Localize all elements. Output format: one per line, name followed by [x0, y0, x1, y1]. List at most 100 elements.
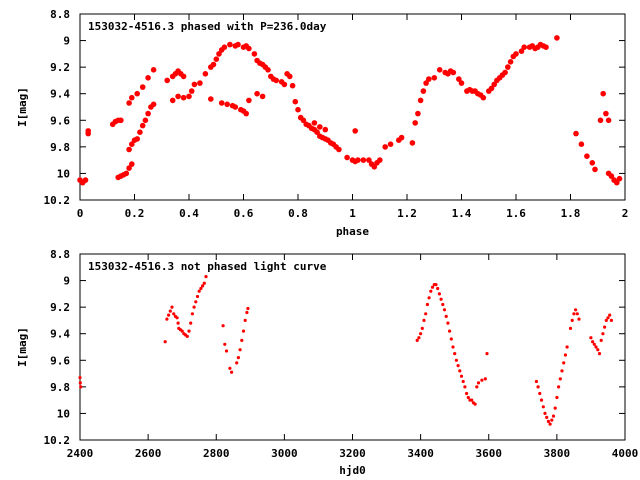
data-point: [185, 334, 189, 338]
data-point: [437, 292, 441, 296]
data-point: [560, 369, 564, 373]
data-point: [202, 281, 206, 285]
y-tick-label: 10.2: [44, 194, 71, 207]
data-point: [453, 352, 457, 356]
data-point: [371, 164, 378, 170]
data-point: [311, 120, 318, 126]
data-point: [415, 110, 421, 117]
data-point: [463, 385, 467, 389]
data-point: [565, 345, 569, 349]
x-tick-label: 4000: [612, 447, 639, 460]
data-point: [230, 370, 234, 374]
data-point: [186, 93, 192, 100]
data-point: [189, 321, 193, 325]
data-point: [145, 75, 151, 81]
data-point: [245, 310, 249, 315]
y-tick-label: 9.4: [50, 328, 70, 341]
data-point: [236, 356, 240, 360]
data-point: [521, 44, 527, 50]
data-point: [425, 302, 429, 307]
data-point: [213, 56, 220, 62]
x-tick-label: 2400: [67, 447, 94, 460]
data-point: [289, 82, 296, 89]
data-point: [539, 398, 544, 402]
data-point: [164, 77, 170, 84]
data-point: [488, 85, 495, 92]
data-point: [589, 160, 596, 166]
data-point: [459, 374, 464, 378]
data-point: [202, 71, 209, 77]
data-point: [550, 418, 554, 422]
data-point: [78, 381, 82, 385]
y-tick-label: 9: [63, 275, 70, 288]
data-point: [246, 45, 252, 52]
y-tick-label: 10: [57, 407, 70, 420]
data-point: [232, 104, 239, 110]
data-point: [442, 308, 447, 312]
data-point: [223, 342, 227, 346]
data-point: [180, 329, 184, 333]
x-tick-label: 3200: [339, 447, 366, 460]
data-point: [597, 352, 602, 356]
data-point: [139, 84, 146, 90]
data-point: [175, 93, 181, 100]
data-point: [191, 81, 198, 88]
data-point: [134, 90, 140, 97]
x-tick-label: 1.6: [506, 207, 526, 220]
data-point: [608, 173, 615, 179]
data-point: [603, 110, 609, 117]
data-point: [336, 146, 342, 153]
data-point: [480, 94, 487, 101]
data-point: [507, 59, 514, 65]
data-point: [235, 361, 239, 365]
data-point: [422, 318, 426, 322]
data-point: [441, 302, 445, 307]
data-point: [546, 419, 551, 423]
x-axis-title: hjd0: [339, 464, 366, 477]
data-point: [216, 51, 222, 57]
x-tick-label: 2600: [135, 447, 162, 460]
data-point: [412, 120, 419, 126]
data-point: [589, 336, 593, 340]
data-point: [398, 134, 405, 141]
data-point: [483, 377, 487, 381]
data-point: [218, 100, 225, 106]
data-point: [180, 73, 187, 80]
data-point: [609, 318, 614, 322]
data-point: [574, 308, 578, 312]
data-point: [240, 338, 244, 342]
data-point: [221, 44, 228, 50]
data-point: [568, 326, 573, 330]
data-point: [480, 378, 484, 382]
data-point: [502, 69, 508, 76]
data-point: [616, 175, 623, 182]
data-point: [246, 97, 252, 104]
data-point: [604, 318, 608, 322]
data-point: [473, 402, 477, 406]
data-point: [352, 128, 359, 134]
data-point: [596, 348, 600, 352]
x-tick-label: 0.8: [288, 207, 308, 220]
data-series: [77, 35, 623, 186]
data-point: [543, 411, 547, 415]
data-point: [451, 345, 455, 349]
data-point: [292, 98, 299, 105]
data-point: [139, 122, 146, 129]
data-point: [273, 77, 280, 84]
data-point: [176, 321, 180, 325]
data-point: [199, 286, 203, 291]
data-point: [134, 136, 140, 142]
data-point: [545, 415, 549, 419]
data-point: [168, 309, 172, 313]
x-tick-label: 0.6: [234, 207, 254, 220]
data-point: [491, 81, 498, 88]
data-point: [430, 285, 435, 289]
data-point: [427, 296, 431, 300]
data-point: [314, 129, 320, 135]
x-tick-label: 3400: [407, 447, 434, 460]
x-tick-label: 1.4: [452, 207, 472, 220]
data-point: [204, 275, 208, 279]
data-point: [575, 312, 579, 316]
x-tick-label: 3800: [544, 447, 571, 460]
